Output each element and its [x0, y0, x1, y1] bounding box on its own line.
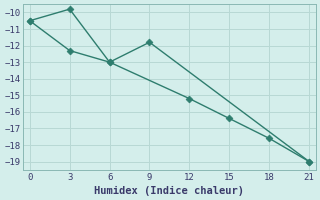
X-axis label: Humidex (Indice chaleur): Humidex (Indice chaleur) — [94, 186, 244, 196]
